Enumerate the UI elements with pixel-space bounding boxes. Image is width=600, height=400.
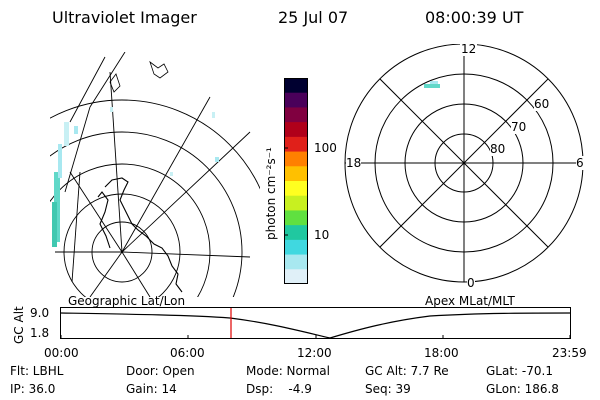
info-flt: Flt: LBHL (10, 364, 64, 378)
colorbar-stop (284, 181, 308, 197)
mlt-label-12: 12 (460, 42, 478, 56)
colorbar-stop (284, 78, 308, 94)
altitude-curve (60, 312, 571, 339)
colorbar (284, 78, 308, 284)
colorbar-stop (284, 225, 308, 241)
altitude-xtick: 23:59 (552, 346, 587, 360)
altitude-plot (60, 307, 571, 339)
lon-line (89, 52, 126, 108)
colorbar-stop (284, 239, 308, 256)
altitude-ylabel: GC Alt (12, 306, 26, 344)
info-seq: Seq: 39 (365, 382, 411, 396)
coastline (109, 73, 121, 93)
altitude-xtick: 18:00 (424, 346, 459, 360)
lon-line (121, 96, 211, 253)
mlat-label-70: 70 (511, 120, 527, 134)
colorbar-stop (284, 92, 308, 108)
mlt-meridian (379, 78, 549, 248)
altitude-xtick: 00:00 (44, 346, 79, 360)
colorbar-stop (284, 254, 308, 270)
date-label: 25 Jul 07 (278, 8, 349, 27)
colorbar-tick-10: 10 (314, 228, 330, 242)
info-door: Door: Open (126, 364, 195, 378)
info-mode: Mode: Normal (246, 364, 330, 378)
colorbar-stop (284, 151, 308, 167)
coastline (104, 177, 183, 293)
lat-circle (50, 131, 243, 297)
lon-line (121, 251, 151, 297)
mlat-label-60: 60 (534, 97, 550, 111)
altitude-xtick: 06:00 (170, 346, 205, 360)
info-gain: Gain: 14 (126, 382, 177, 396)
lon-line (109, 71, 123, 253)
colorbar-stop (284, 122, 308, 138)
mlt-label-18: 18 (346, 156, 362, 170)
coastline (97, 191, 111, 249)
mlat-label-80: 80 (490, 142, 506, 156)
colorbar-stop (284, 210, 308, 226)
lon-line (121, 251, 251, 258)
lon-line (69, 56, 106, 123)
info-glat: GLat: -70.1 (486, 364, 553, 378)
altitude-ytick-top: 9.0 (30, 306, 50, 320)
lon-line (69, 171, 123, 253)
colorbar-stop (284, 269, 308, 284)
lon-line (121, 131, 251, 253)
mlt-label-6: 6 (576, 156, 584, 170)
colorbar-stop (284, 166, 308, 182)
instrument-title: Ultraviolet Imager (52, 8, 197, 27)
info-ip: IP: 36.0 (10, 382, 56, 396)
altitude-ytick-bottom: 1.8 (30, 326, 50, 340)
mlt-label-0: 0 (467, 276, 475, 290)
colorbar-tick-100: 100 (314, 141, 337, 155)
polar-aurora (424, 81, 440, 88)
time-label: 08:00:39 UT (425, 8, 524, 27)
colorbar-stop (284, 136, 308, 153)
altitude-xtick: 12:00 (297, 346, 332, 360)
colorbar-stop (284, 195, 308, 211)
lon-line (89, 251, 123, 297)
polar-plot (344, 44, 584, 283)
info-gcalt: GC Alt: 7.7 Re (365, 364, 449, 378)
lon-line (71, 171, 81, 283)
colorbar-stop (284, 107, 308, 123)
lat-circle (50, 99, 260, 190)
info-glon: GLon: 186.8 (486, 382, 559, 396)
aurora-emission (52, 107, 219, 247)
polar-panel-label: Apex MLat/MLT (425, 294, 515, 308)
geographic-map (50, 52, 260, 297)
coastline (149, 60, 169, 79)
lon-line (64, 106, 91, 193)
info-dsp: Dsp: -4.9 (246, 382, 312, 396)
colorbar-unit-label: photon cm⁻²s⁻¹ (264, 147, 278, 240)
lat-circle (50, 163, 211, 297)
geo-panel-label: Geographic Lat/Lon (68, 294, 186, 308)
